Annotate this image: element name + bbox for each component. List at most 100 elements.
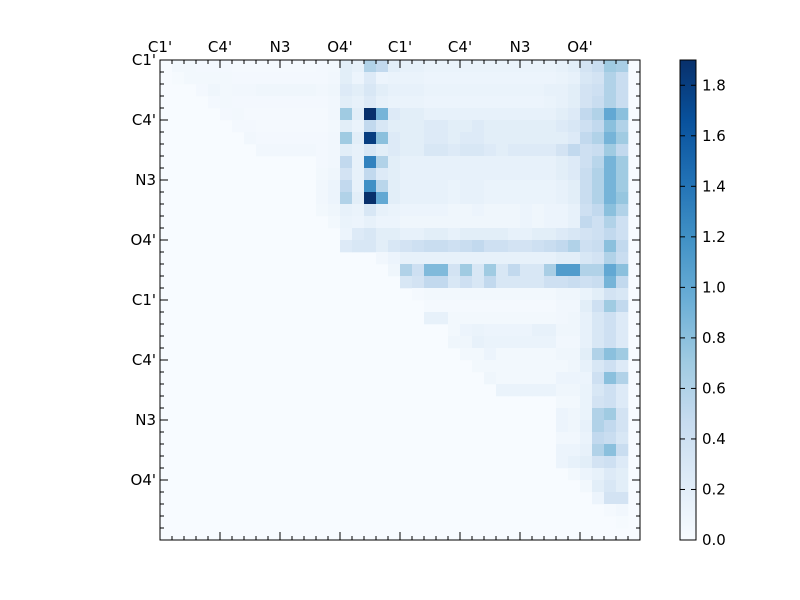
heatmap-cell	[424, 72, 437, 85]
axis-ticks	[159, 59, 641, 541]
heatmap-cell	[340, 60, 353, 73]
y-tick-label: C1'	[132, 51, 156, 69]
heatmap-cell	[400, 120, 413, 133]
heatmap-cell	[256, 132, 269, 145]
heatmap-cell	[472, 84, 485, 97]
heatmap-cell	[532, 192, 545, 205]
heatmap-cell	[412, 228, 425, 241]
heatmap-cell	[532, 132, 545, 145]
heatmap-cell	[544, 276, 557, 289]
heatmap-cell	[424, 156, 437, 169]
heatmap-cell	[496, 240, 509, 253]
heatmap-cell	[388, 132, 401, 145]
heatmap-cell	[508, 300, 521, 313]
heatmap-cell	[460, 228, 473, 241]
heatmap-cell	[424, 144, 437, 157]
heatmap-cell	[244, 120, 257, 133]
heatmap-cell	[448, 276, 461, 289]
heatmap-cell	[568, 372, 581, 385]
heatmap-cell	[472, 264, 485, 277]
heatmap-cell	[400, 228, 413, 241]
heatmap-cell	[496, 228, 509, 241]
heatmap-cell	[328, 84, 341, 97]
heatmap-cell	[520, 228, 533, 241]
heatmap-cell	[556, 264, 569, 277]
heatmap-cell	[556, 288, 569, 301]
heatmap-cell	[448, 156, 461, 169]
heatmap-cell	[580, 372, 593, 385]
colorbar-tick-label: 0.0	[702, 531, 726, 549]
heatmap-cell	[376, 252, 389, 265]
heatmap-cell	[484, 132, 497, 145]
heatmap-cell	[376, 180, 389, 193]
heatmap-cell	[352, 120, 365, 133]
heatmap-cell	[616, 120, 629, 133]
heatmap-cell	[460, 132, 473, 145]
heatmap-cell	[496, 168, 509, 181]
heatmap-cell	[340, 132, 353, 145]
heatmap-cell	[580, 468, 593, 481]
heatmap-cell	[436, 288, 449, 301]
heatmap-cell	[580, 408, 593, 421]
heatmap-cell	[484, 60, 497, 73]
heatmap-cell	[460, 324, 473, 337]
heatmap-cell	[556, 420, 569, 433]
heatmap-cell	[508, 372, 521, 385]
heatmap-cell	[604, 84, 617, 97]
heatmap-cell	[580, 84, 593, 97]
heatmap-cell	[352, 192, 365, 205]
heatmap-cell	[568, 348, 581, 361]
heatmap-cell	[448, 288, 461, 301]
heatmap-cell	[244, 72, 257, 85]
heatmap-cell	[580, 444, 593, 457]
heatmap-cell	[496, 372, 509, 385]
heatmap-cell	[484, 252, 497, 265]
heatmap-cell	[400, 252, 413, 265]
heatmap-cell	[556, 432, 569, 445]
heatmap-cell	[568, 144, 581, 157]
heatmap-cell	[580, 480, 593, 493]
heatmap-cell	[616, 252, 629, 265]
colorbar-tick-label: 0.6	[702, 379, 726, 397]
heatmap-cell	[196, 60, 209, 73]
heatmap-cell	[616, 264, 629, 277]
heatmap-cell	[220, 72, 233, 85]
heatmap-cell	[568, 204, 581, 217]
heatmap-cell	[388, 144, 401, 157]
heatmap-cell	[364, 156, 377, 169]
heatmap-cell	[388, 252, 401, 265]
heatmap-cell	[496, 336, 509, 349]
heatmap-cell	[448, 180, 461, 193]
heatmap-cell	[472, 324, 485, 337]
heatmap-cell	[520, 60, 533, 73]
heatmap-cell	[280, 96, 293, 109]
heatmap-cell	[556, 384, 569, 397]
heatmap-cell	[436, 180, 449, 193]
heatmap-cell	[280, 120, 293, 133]
heatmap-cell	[424, 276, 437, 289]
heatmap-cell	[580, 96, 593, 109]
heatmap-cell	[604, 396, 617, 409]
heatmap-cell	[484, 240, 497, 253]
x-tick-label: N3	[510, 38, 531, 56]
heatmap-cell	[436, 216, 449, 229]
heatmap-cell	[616, 360, 629, 373]
heatmap-cell	[340, 180, 353, 193]
heatmap-cell	[604, 336, 617, 349]
heatmap-cell	[424, 84, 437, 97]
heatmap-cell	[556, 120, 569, 133]
heatmap-cell	[460, 240, 473, 253]
heatmap-cell	[484, 84, 497, 97]
heatmap-cell	[520, 144, 533, 157]
heatmap-cell	[436, 168, 449, 181]
heatmap-cell	[532, 300, 545, 313]
heatmap-cell	[184, 60, 197, 73]
heatmap-cell	[532, 120, 545, 133]
heatmap-cell	[412, 96, 425, 109]
heatmap-cell	[496, 216, 509, 229]
heatmap-cell	[328, 120, 341, 133]
heatmap-cell	[592, 348, 605, 361]
colorbar-scale	[679, 59, 697, 541]
heatmap-cell	[592, 456, 605, 469]
heatmap-cell	[340, 216, 353, 229]
